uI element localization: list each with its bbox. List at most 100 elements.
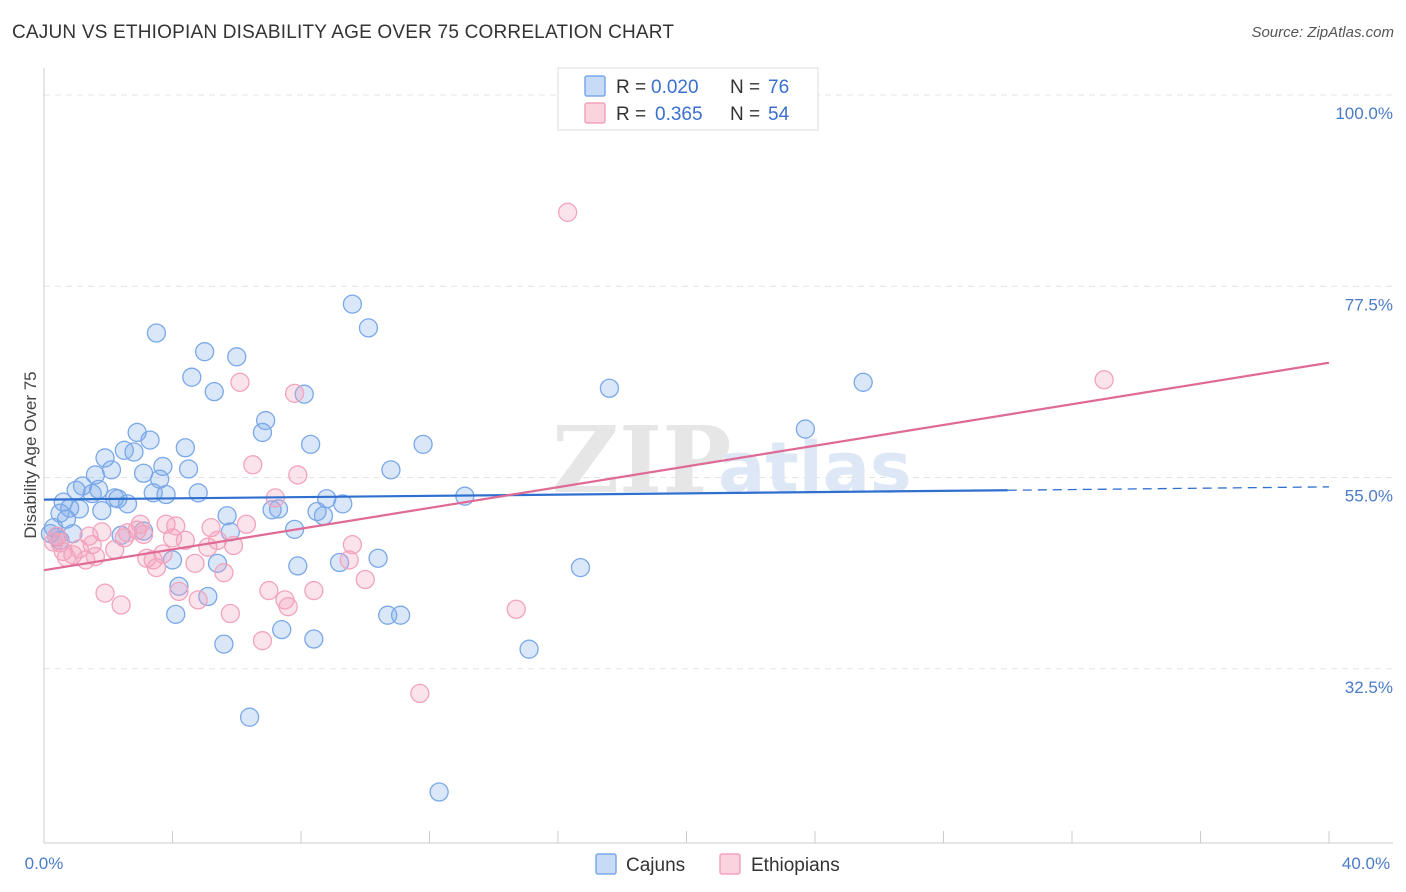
bottom-legend-label-cajuns: Cajuns (626, 855, 685, 876)
y-tick-label: 32.5% (1345, 678, 1393, 697)
cajun-point (69, 499, 89, 519)
cajun-point (429, 782, 449, 802)
cajun-point (88, 479, 109, 500)
chart-title: CAJUN VS ETHIOPIAN DISABILITY AGE OVER 7… (12, 22, 675, 43)
ethiopian-point (236, 514, 257, 534)
ethiopian-point (355, 569, 375, 590)
watermark-atlas: atlas (718, 427, 912, 509)
cajun-point (156, 484, 176, 505)
cajun-point (207, 553, 228, 573)
ethiopian-point (169, 581, 189, 602)
data-points (40, 202, 1114, 802)
legend-r-label-ethiopians: R = (616, 104, 646, 125)
legend-n-value-cajuns: 76 (768, 77, 789, 98)
cajun-point (133, 463, 154, 483)
ethiopian-point (175, 530, 196, 551)
cajun-point (294, 384, 314, 404)
legend-n-label-ethiopians: N = (730, 104, 760, 125)
cajun-point (175, 438, 196, 458)
legend-r-value-ethiopians: 0.365 (655, 104, 703, 125)
bottom-legend-swatch-ethiopians (719, 853, 741, 875)
ethiopian-point (95, 583, 115, 603)
cajun-point (140, 430, 160, 450)
bottom-legend-label-ethiopians: Ethiopians (751, 855, 840, 876)
cajun-point (313, 506, 334, 526)
cajun-point (178, 459, 199, 479)
ethiopian-point (166, 516, 186, 536)
cajun-point (146, 323, 167, 343)
cajun-point (166, 604, 186, 624)
cajun-point (117, 494, 138, 514)
ethiopian-point (288, 465, 308, 485)
ethiopian-point (410, 683, 430, 704)
ethiopian-point (185, 553, 205, 573)
ethiopian-point (92, 522, 112, 542)
cajun-trend-line (43, 489, 1008, 501)
watermark-zip: ZIP (552, 406, 731, 514)
ethiopian-point (342, 535, 363, 555)
cajun-point (169, 576, 189, 596)
ethiopian-point (278, 597, 298, 617)
bottom-legend-swatch-cajuns (595, 853, 617, 875)
legend-swatch-cajuns (584, 75, 606, 97)
ethiopian-point (506, 599, 526, 619)
cajun-point (368, 548, 388, 568)
legend-r-value-cajuns: 0.020 (651, 77, 699, 98)
ethiopian-point (284, 383, 305, 404)
ethiopian-point (252, 631, 273, 651)
axes (43, 68, 1393, 844)
cajun-point (153, 456, 173, 477)
cajun-point (358, 318, 379, 338)
cajun-point (342, 294, 363, 314)
cajun-point (256, 410, 276, 431)
y-tick-labels: 32.5% 55.0% 77.5% 100.0% (1335, 104, 1393, 697)
ethiopian-point (220, 603, 240, 624)
ethiopian-point (1094, 370, 1114, 390)
cajun-point (217, 506, 237, 526)
x-tick-label-min: 0.0% (25, 854, 64, 873)
ethiopian-point (230, 372, 250, 392)
cajun-point (194, 342, 215, 362)
cajun-point (304, 629, 324, 649)
y-tick-label: 77.5% (1345, 295, 1393, 314)
watermark: ZIP atlas (552, 406, 912, 514)
gridlines (44, 94, 1393, 670)
cajun-point (570, 557, 591, 578)
legend-swatch-ethiopians (584, 102, 606, 124)
legend-n-value-ethiopians: 54 (768, 104, 790, 125)
ethiopian-point (188, 590, 208, 610)
cajun-point (92, 500, 112, 521)
source-label: Source: ZipAtlas.com (1251, 24, 1394, 41)
y-tick-label: 100.0% (1335, 104, 1393, 123)
ethiopian-point (111, 595, 131, 615)
cajun-point (300, 434, 321, 455)
cajun-point (317, 489, 337, 509)
cajun-point (101, 460, 122, 480)
cajun-point (268, 499, 289, 519)
legend-n-label-cajuns: N = (730, 77, 760, 98)
cajun-point (381, 460, 401, 480)
cajun-point (227, 347, 247, 367)
ethiopian-point (133, 524, 154, 545)
cajun-point (95, 448, 115, 468)
x-tick-label-max: 40.0% (1342, 854, 1390, 873)
cajun-point (390, 605, 411, 625)
cajun-point (262, 500, 282, 520)
ethiopian-point (153, 544, 173, 564)
ethiopian-point (339, 550, 359, 570)
ethiopian-trend-line (43, 361, 1330, 572)
ethiopian-point (214, 563, 234, 583)
cajun-point (413, 434, 433, 455)
cajun-point (519, 639, 539, 659)
cajun-point (333, 494, 353, 514)
trend-lines (43, 361, 1330, 572)
cajun-trend-extension (1007, 486, 1330, 491)
x-ticks (172, 831, 1330, 843)
ethiopian-point (243, 455, 263, 475)
cajun-point (72, 476, 93, 496)
ethiopian-point (557, 202, 578, 222)
legend: R = 0.020 N = 76 R = 0.365 N = 54 (557, 67, 819, 131)
cajun-point (162, 550, 183, 570)
y-axis-label: Disability Age Over 75 (21, 371, 40, 538)
